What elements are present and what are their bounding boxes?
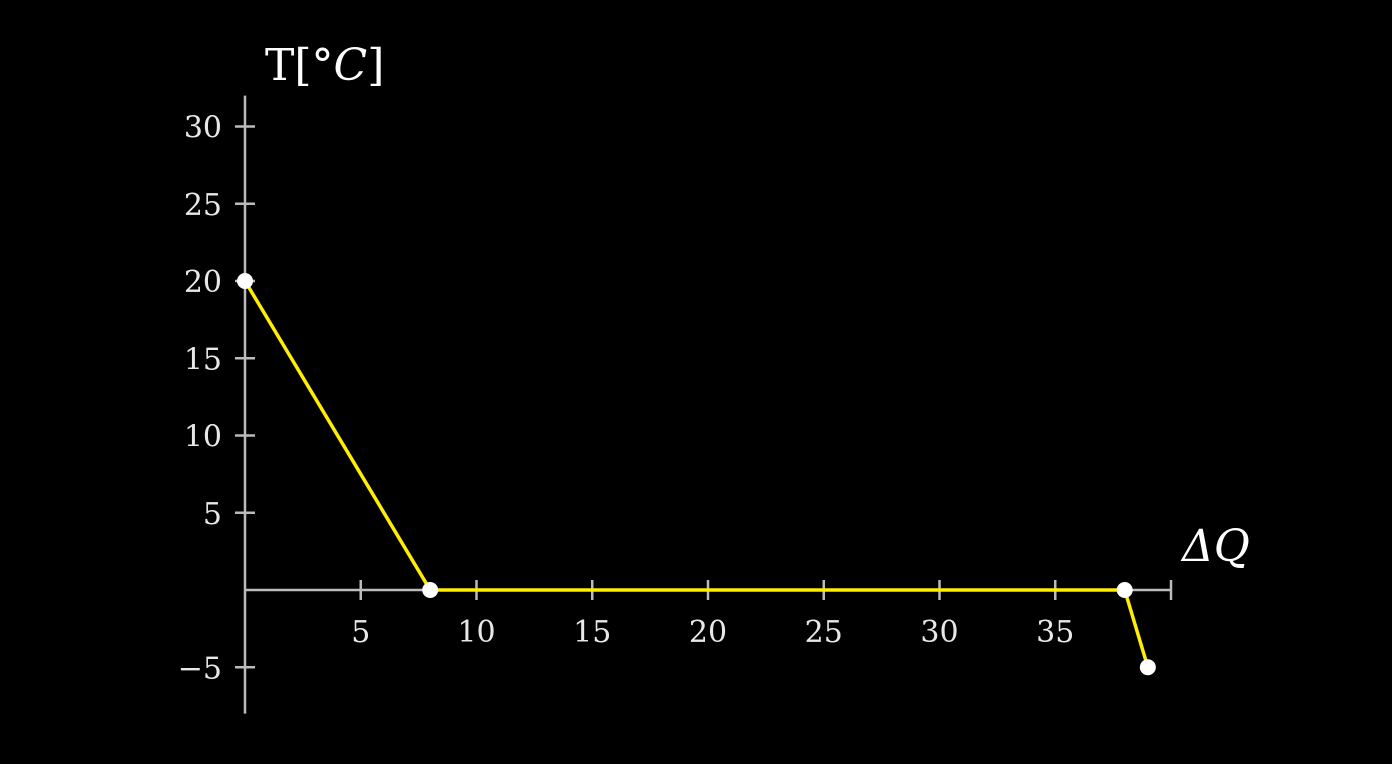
x-tick-label: 20 [689,615,727,650]
x-tick-label: 25 [805,615,843,650]
series-line [243,280,1150,668]
y-axis-label: T[°C] [265,40,384,91]
x-tick-label: 15 [573,615,611,650]
x-tick-label: 30 [920,615,958,650]
data-point [1116,582,1133,598]
points [237,273,1156,676]
y-tick-label: −5 [178,651,222,686]
data-point [1139,659,1156,676]
data-point [237,273,253,289]
y-tick-label: 20 [184,265,222,300]
y-tick-label: 30 [184,111,222,146]
y-axis-label-suffix: ] [367,40,384,91]
y-tick-label: 10 [184,420,222,455]
data-point [422,582,439,598]
y-axis-label-prefix: T[° [265,40,334,91]
y-tick-label: 5 [203,497,222,532]
x-tick-label: 35 [1036,615,1074,650]
series [243,280,1150,668]
y-axis-label-unit: C [334,40,368,91]
x-tick-label: 10 [457,615,495,650]
x-tick-label: 5 [351,615,370,650]
x-axis-label: ΔQ [1180,521,1250,572]
y-tick-label: 15 [184,342,222,377]
ticks: 5 10 15 20 25 30 35 −5 5 10 15 20 25 30 [178,111,1075,687]
y-tick-label: 25 [184,188,222,223]
